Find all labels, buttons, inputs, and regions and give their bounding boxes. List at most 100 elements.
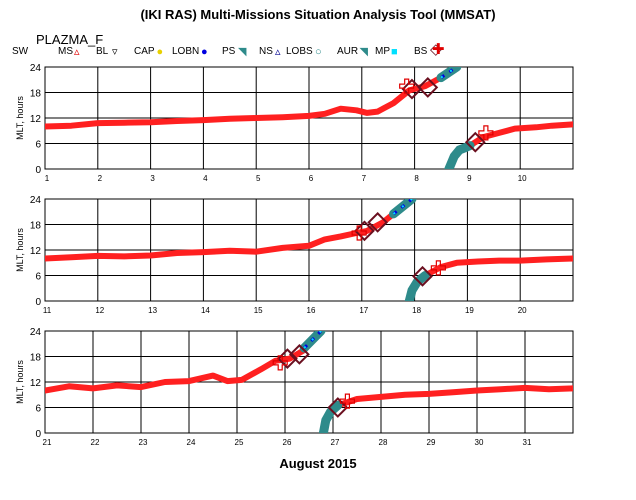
x-tick-label: 19 bbox=[465, 306, 474, 315]
y-axis-label: MLT, hours bbox=[15, 360, 25, 404]
x-tick-label: 16 bbox=[307, 306, 316, 315]
x-tick-label: 25 bbox=[235, 438, 244, 447]
x-tick-label: 1 bbox=[45, 174, 50, 183]
cross-icon: ✚ bbox=[432, 41, 445, 58]
lobn-series-line bbox=[440, 67, 458, 79]
x-tick-label: 5 bbox=[256, 174, 261, 183]
y-tick-label: 24 bbox=[30, 195, 42, 206]
x-tick-label: 21 bbox=[43, 438, 52, 447]
x-tick-label: 10 bbox=[518, 174, 527, 183]
mp-series-line bbox=[392, 199, 413, 215]
y-tick-label: 0 bbox=[35, 429, 41, 440]
sw-series-line bbox=[467, 121, 573, 149]
legend-label-bl: BL bbox=[96, 46, 109, 57]
x-tick-label: 29 bbox=[427, 438, 436, 447]
legend-label-bs: BS bbox=[414, 46, 428, 57]
cross-marker bbox=[430, 260, 446, 276]
bs-marker bbox=[367, 211, 389, 233]
x-tick-label: 14 bbox=[201, 306, 210, 315]
x-tick-label: 8 bbox=[414, 174, 419, 183]
flag-icon: ◥ bbox=[359, 46, 368, 58]
triangle-icon: ▵ bbox=[74, 46, 80, 58]
x-tick-label: 9 bbox=[467, 174, 472, 183]
legend-label-ps: PS bbox=[222, 46, 236, 57]
chart-panel-3: 21 22 23 24 25 26 27 28 29 30 31 0 6 12 18 24 MLT, hours bbox=[15, 327, 574, 447]
x-tick-label: 7 bbox=[362, 174, 367, 183]
sw-series-line bbox=[45, 67, 458, 130]
y-tick-label: 6 bbox=[35, 272, 41, 283]
x-tick-label: 17 bbox=[359, 306, 368, 315]
x-tick-label: 26 bbox=[283, 438, 292, 447]
x-tick-label: 23 bbox=[139, 438, 148, 447]
x-tick-label: 4 bbox=[203, 174, 208, 183]
y-tick-label: 0 bbox=[35, 165, 41, 176]
legend-label-lobn: LOBN bbox=[172, 46, 200, 57]
y-tick-label: 18 bbox=[30, 221, 42, 232]
sw-series-line bbox=[45, 199, 415, 262]
y-tick-label: 12 bbox=[30, 378, 42, 389]
cross-marker bbox=[339, 393, 355, 409]
x-axis-label: August 2015 bbox=[279, 456, 357, 471]
circle-icon: ○ bbox=[315, 46, 322, 58]
sw-series-line bbox=[45, 331, 324, 394]
triangle-icon: ▵ bbox=[275, 46, 281, 58]
x-tick-label: 30 bbox=[475, 438, 484, 447]
x-tick-label: 31 bbox=[523, 438, 532, 447]
y-tick-label: 24 bbox=[30, 327, 42, 338]
x-tick-label: 2 bbox=[98, 174, 103, 183]
bs-marker bbox=[401, 78, 423, 100]
bs-marker bbox=[354, 220, 375, 242]
plot-area bbox=[45, 331, 573, 433]
plot-area bbox=[45, 67, 573, 169]
bs-marker bbox=[464, 131, 486, 153]
y-tick-label: 0 bbox=[35, 297, 41, 308]
cross-marker bbox=[272, 355, 288, 371]
y-axis-label: MLT, hours bbox=[15, 228, 25, 272]
dot-icon: ● bbox=[156, 46, 164, 58]
x-tick-label: 24 bbox=[187, 438, 196, 447]
triangle-down-icon: ▿ bbox=[112, 46, 118, 58]
legend-label-sw: SW bbox=[12, 46, 29, 57]
chart-panel-2: 11 12 13 14 15 16 17 18 19 20 0 6 12 18 24 MLT, hours bbox=[15, 195, 574, 315]
legend: SW MS ▵ BL ▿ CAP ● LOBN ● PS ◥ NS ▵ LOBS ○ AUR ◥ MP ■ BS ◇ ✚ bbox=[0, 41, 636, 60]
bs-marker bbox=[417, 76, 439, 98]
x-tick-label: 15 bbox=[254, 306, 263, 315]
y-tick-label: 12 bbox=[30, 114, 42, 125]
x-tick-label: 6 bbox=[309, 174, 314, 183]
plot-frame bbox=[44, 198, 574, 302]
flag-icon: ◥ bbox=[238, 46, 247, 58]
x-tick-label: 11 bbox=[43, 306, 52, 315]
y-tick-label: 12 bbox=[30, 246, 42, 257]
legend-label-aur: AUR bbox=[337, 46, 359, 57]
legend-label-cap: CAP bbox=[134, 46, 155, 57]
cross-marker bbox=[478, 125, 494, 141]
y-tick-label: 18 bbox=[30, 89, 42, 100]
legend-label-ns: NS bbox=[259, 46, 273, 57]
y-tick-label: 24 bbox=[30, 63, 42, 74]
bs-marker bbox=[327, 397, 349, 418]
sw-series-line bbox=[422, 255, 573, 279]
cross-marker bbox=[399, 78, 415, 94]
y-tick-label: 18 bbox=[30, 353, 42, 364]
mp-series-line bbox=[303, 331, 322, 349]
dot-icon: ● bbox=[201, 46, 208, 58]
diamond-icon: ◇ bbox=[430, 41, 442, 58]
x-tick-label: 22 bbox=[91, 438, 100, 447]
square-icon: ■ bbox=[391, 46, 398, 58]
plot-frame bbox=[44, 66, 574, 170]
x-tick-label: 3 bbox=[150, 174, 155, 183]
mission-label: PLAZMA_F bbox=[36, 32, 104, 47]
y-axis-label: MLT, hours bbox=[15, 96, 25, 140]
legend-label-lobs: LOBS bbox=[286, 46, 313, 57]
x-tick-label: 28 bbox=[379, 438, 388, 447]
bs-marker bbox=[288, 343, 310, 365]
bs-marker bbox=[412, 265, 433, 287]
x-tick-label: 27 bbox=[331, 438, 340, 447]
legend-label-mp: MP bbox=[375, 46, 390, 57]
cross-marker bbox=[351, 225, 367, 241]
sw-series-line bbox=[334, 384, 573, 409]
ps-series-line bbox=[444, 141, 475, 169]
x-tick-label: 12 bbox=[95, 306, 104, 315]
